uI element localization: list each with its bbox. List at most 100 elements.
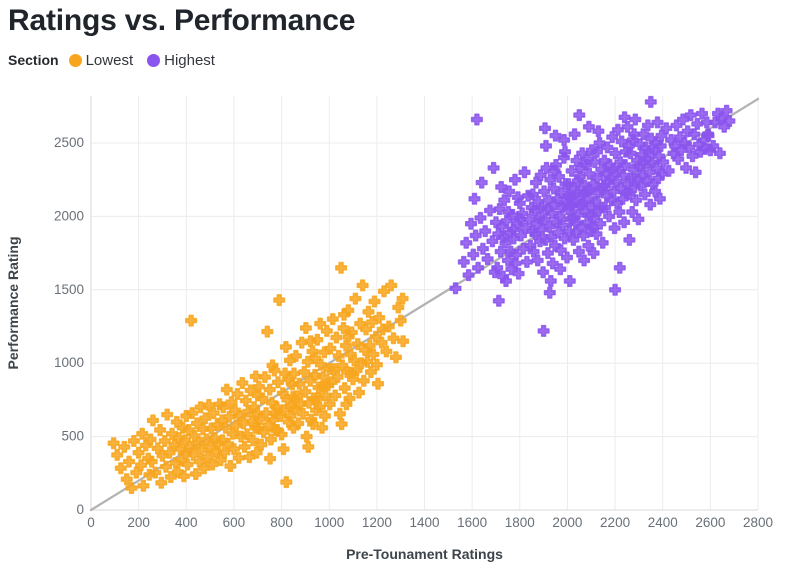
scatter-point-highest: [637, 128, 650, 141]
scatter-point-lowest: [266, 359, 279, 372]
scatter-point-lowest: [349, 292, 362, 305]
scatter-point-lowest: [263, 383, 276, 396]
y-tick-label: 2500: [54, 135, 84, 150]
x-tick-label: 2800: [743, 515, 773, 530]
scatter-point-lowest: [370, 358, 383, 371]
chart-title: Ratings vs. Performance: [8, 4, 356, 37]
scatter-point-lowest: [302, 440, 315, 453]
scatter-point-highest: [538, 185, 551, 198]
scatter-point-highest: [567, 211, 580, 224]
scatter-point-highest: [493, 203, 506, 215]
x-tick-label: 2000: [552, 515, 582, 530]
scatter-point-highest: [565, 164, 578, 177]
scatter-point-highest: [518, 166, 531, 179]
scatter-point-highest: [512, 267, 525, 280]
scatter-point-highest: [530, 176, 542, 189]
scatter-point-lowest: [239, 394, 252, 407]
scatter-point-lowest: [238, 440, 251, 453]
scatter-point-highest: [684, 109, 697, 122]
scatter-point-highest: [581, 192, 594, 205]
scatter-point-highest: [586, 220, 599, 233]
scatter-point-highest: [617, 169, 630, 182]
scatter-point-highest: [540, 161, 553, 174]
scatter-point-lowest: [333, 407, 346, 420]
scatter-point-highest: [591, 145, 603, 158]
scatter-point-lowest: [161, 408, 174, 421]
scatter-point-highest: [613, 261, 626, 274]
scatter-point-lowest: [202, 399, 215, 411]
scatter-point-highest: [619, 159, 632, 171]
scatter-point-lowest: [329, 389, 342, 402]
scatter-point-lowest: [288, 367, 300, 380]
scatter-point-highest: [572, 245, 585, 258]
scatter-point-highest: [651, 116, 664, 129]
scatter-point-lowest: [342, 304, 355, 317]
x-tick-label: 1400: [409, 515, 439, 530]
scatter-point-highest: [549, 129, 562, 142]
scatter-point-highest: [653, 192, 666, 205]
scatter-point-highest: [511, 191, 524, 204]
scatter-point-lowest: [289, 349, 302, 362]
scatter-point-lowest: [273, 294, 286, 307]
scatter-point-lowest: [396, 292, 409, 305]
scatter-point-lowest: [258, 371, 271, 384]
scatter-point-highest: [545, 207, 558, 220]
scatter-point-lowest: [155, 476, 168, 489]
scatter-point-lowest: [316, 380, 329, 393]
scatter-point-lowest: [331, 371, 344, 384]
scatter-point-lowest: [123, 455, 136, 468]
scatter-point-lowest: [313, 401, 326, 414]
legend-swatch-lowest-icon: [68, 53, 82, 67]
scatter-point-lowest: [320, 324, 333, 337]
scatter-point-lowest: [307, 418, 319, 431]
scatter-point-highest: [581, 153, 594, 166]
legend-label: Section: [8, 52, 59, 68]
scatter-point-highest: [691, 117, 704, 130]
scatter-point-highest: [474, 211, 487, 224]
scatter-point-highest: [481, 253, 494, 265]
x-tick-label: 1000: [314, 515, 344, 530]
scatter-point-highest: [702, 128, 714, 141]
scatter-point-highest: [543, 286, 556, 299]
scatter-point-lowest: [345, 366, 358, 379]
scatter-point-highest: [707, 139, 720, 152]
scatter-point-lowest: [335, 261, 348, 274]
scatter-point-lowest: [223, 410, 236, 423]
scatter-point-highest: [644, 198, 657, 211]
scatter-point-lowest: [114, 462, 127, 475]
scatter-point-lowest: [136, 427, 149, 440]
scatter-point-lowest: [218, 446, 231, 459]
scatter-point-highest: [487, 161, 500, 174]
scatter-point-lowest: [282, 373, 295, 386]
scatter-point-lowest: [199, 412, 212, 425]
scatter-point-lowest: [304, 374, 317, 387]
scatter-point-lowest: [385, 279, 398, 292]
scatter-point-highest: [498, 194, 511, 207]
scatter-point-highest: [514, 213, 527, 226]
x-tick-label: 0: [87, 515, 95, 530]
scatter-point-highest: [568, 128, 581, 141]
scatter-point-lowest: [337, 322, 350, 334]
scatter-point-highest: [558, 134, 571, 146]
scatter-point-lowest: [342, 330, 355, 343]
scatter-point-highest: [534, 169, 547, 182]
scatter-point-lowest: [189, 468, 202, 480]
scatter-point-highest: [468, 192, 481, 205]
scatter-point-lowest: [325, 376, 338, 389]
scatter-point-lowest: [226, 427, 239, 440]
scatter-point-lowest: [299, 322, 312, 334]
scatter-point-highest: [578, 254, 591, 267]
scatter-point-lowest: [340, 398, 353, 411]
scatter-point-lowest: [298, 366, 311, 378]
scatter-point-highest: [486, 235, 499, 248]
scatter-point-highest: [541, 247, 554, 260]
scatter-point-highest: [613, 206, 626, 218]
scatter-point-highest: [680, 161, 693, 174]
scatter-point-highest: [476, 242, 489, 255]
scatter-point-highest: [662, 164, 675, 177]
scatter-point-lowest: [357, 374, 370, 387]
scatter-point-lowest: [380, 345, 393, 358]
scatter-point-lowest: [231, 388, 244, 400]
x-tick-label: 2200: [600, 515, 630, 530]
scatter-point-highest: [608, 222, 621, 235]
